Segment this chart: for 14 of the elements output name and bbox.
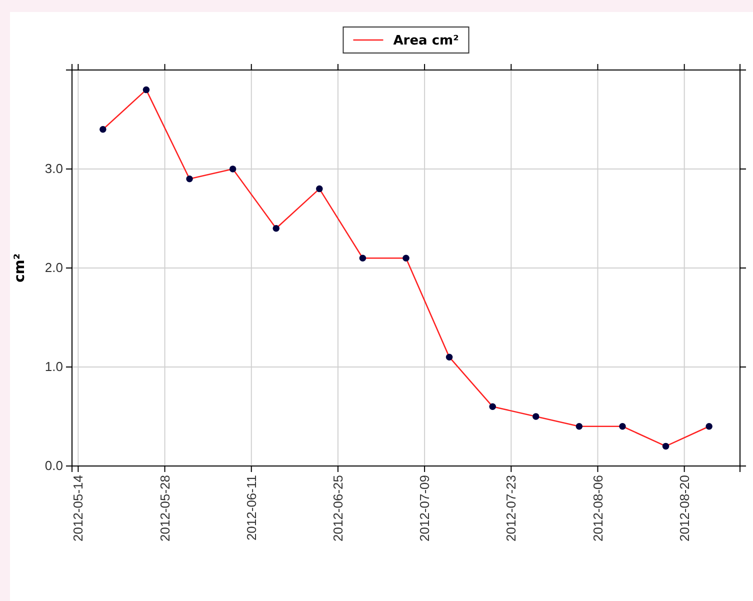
y-axis-title: cm²: [12, 253, 28, 283]
x-tick-label: 2012-06-25: [330, 475, 346, 542]
y-tick-label: 1.0: [44, 359, 63, 374]
x-tick-label: 2012-06-11: [244, 475, 259, 541]
x-tick-label: 2012-07-23: [504, 475, 519, 542]
x-tick-label: 2012-08-06: [590, 475, 606, 542]
y-tick-label: 2.0: [44, 260, 63, 276]
y-tick-label: 3.0: [44, 161, 63, 176]
x-tick-label: 2012-07-09: [417, 475, 432, 542]
y-tick-label: 0.0: [44, 458, 63, 474]
x-tick-label: 2012-05-28: [157, 475, 172, 542]
x-tick-label: 2012-05-14: [70, 475, 86, 542]
x-tick-label: 2012-08-20: [676, 475, 692, 542]
legend-label: Area cm²: [393, 34, 459, 49]
